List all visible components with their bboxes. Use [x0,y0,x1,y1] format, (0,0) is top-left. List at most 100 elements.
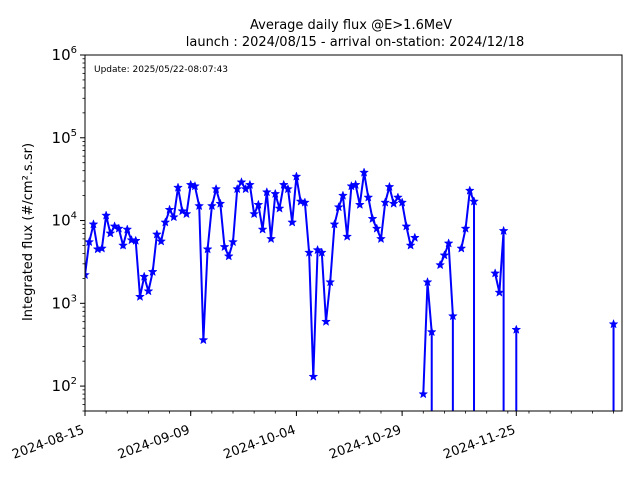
data-point [333,201,344,212]
data-point [464,185,475,195]
x-tick-label: 2024-08-15 [10,423,86,463]
data-point [88,219,99,229]
data-point [160,217,171,227]
series-line [422,282,433,395]
data-point [608,318,619,329]
data-point [359,167,370,177]
data-point [380,197,391,207]
data-point [354,199,365,210]
data-point [350,179,361,190]
chart-title: Average daily flux @E>1.6MeV [250,18,452,33]
data-point [316,247,327,257]
data-point [363,192,374,202]
data-point [401,221,412,231]
data-point [249,208,260,219]
data-point [168,211,179,222]
data-point [266,233,277,244]
plot-layer [85,167,619,411]
data-point [253,199,264,210]
data-point [139,271,150,281]
x-tick-label: 2024-10-29 [327,423,403,463]
data-point [325,276,336,287]
data-point [151,229,162,239]
data-point [405,240,416,250]
series-line [494,230,505,293]
y-tick-label: 106 [52,45,77,64]
data-point [194,200,205,211]
data-point [511,324,522,334]
data-point [299,197,310,207]
data-point [219,241,230,252]
data-point [490,268,501,278]
data-point [456,243,467,253]
data-point [143,286,154,296]
data-point [439,250,450,260]
data-point [397,197,408,207]
data-point [312,244,323,255]
y-tick-label: 105 [52,128,77,147]
data-point [494,287,505,297]
data-point [85,236,95,247]
series-line [460,190,475,249]
data-point [105,228,116,238]
chart-subtitle: launch : 2024/08/15 - arrival on-station… [186,35,524,50]
data-point [321,316,331,326]
series-line [85,172,416,377]
data-point [173,182,183,192]
x-ticks: 2024-08-15 2024-09-09 2024-10-04 2024-10-29… [10,411,614,463]
x-tick-label: 2024-11-25 [442,423,518,463]
data-point [392,192,403,202]
data-point [274,203,285,213]
data-point [291,171,302,181]
data-point [342,231,353,241]
data-point [308,371,319,381]
data-point [118,240,129,250]
data-point [261,186,272,197]
data-point [228,236,238,247]
data-point [498,225,509,236]
data-point [135,291,145,301]
data-point [198,334,209,345]
series-line [439,243,454,317]
data-point [122,224,133,234]
data-point [426,326,437,337]
data-point [278,179,289,190]
data-point [147,266,158,277]
data-point [409,232,420,242]
data-point [257,224,268,234]
y-axis-label: Integrated flux (#/cm².s.sr) [21,143,36,321]
data-point [164,204,175,214]
data-point [109,221,120,231]
data-point [469,196,479,206]
data-point [447,310,458,321]
data-point [244,179,255,190]
x-tick-label: 2024-09-09 [116,423,192,463]
data-point [371,223,382,233]
data-point [329,219,340,229]
update-timestamp: Update: 2025/05/22-08:07:43 [94,65,228,75]
data-point [189,180,200,191]
data-point [236,177,247,187]
data-point [304,247,315,257]
data-point [223,251,234,261]
data-point [181,208,192,219]
data-point [270,188,281,199]
data-point [156,236,167,246]
data-point [283,183,293,194]
data-point [96,243,107,253]
data-point [376,233,386,244]
data-point [177,205,188,216]
data-point [202,244,213,254]
data-point [388,198,399,208]
data-point [101,210,112,220]
y-tick-label: 103 [52,293,77,312]
data-point [384,181,395,192]
x-tick-label: 2024-10-04 [222,423,298,463]
data-point [443,238,454,248]
y-tick-label: 104 [52,211,77,230]
y-ticks: 102 103 104 105 106 [52,45,85,412]
data-point [130,235,141,245]
data-point [418,388,429,399]
data-point [367,213,378,224]
